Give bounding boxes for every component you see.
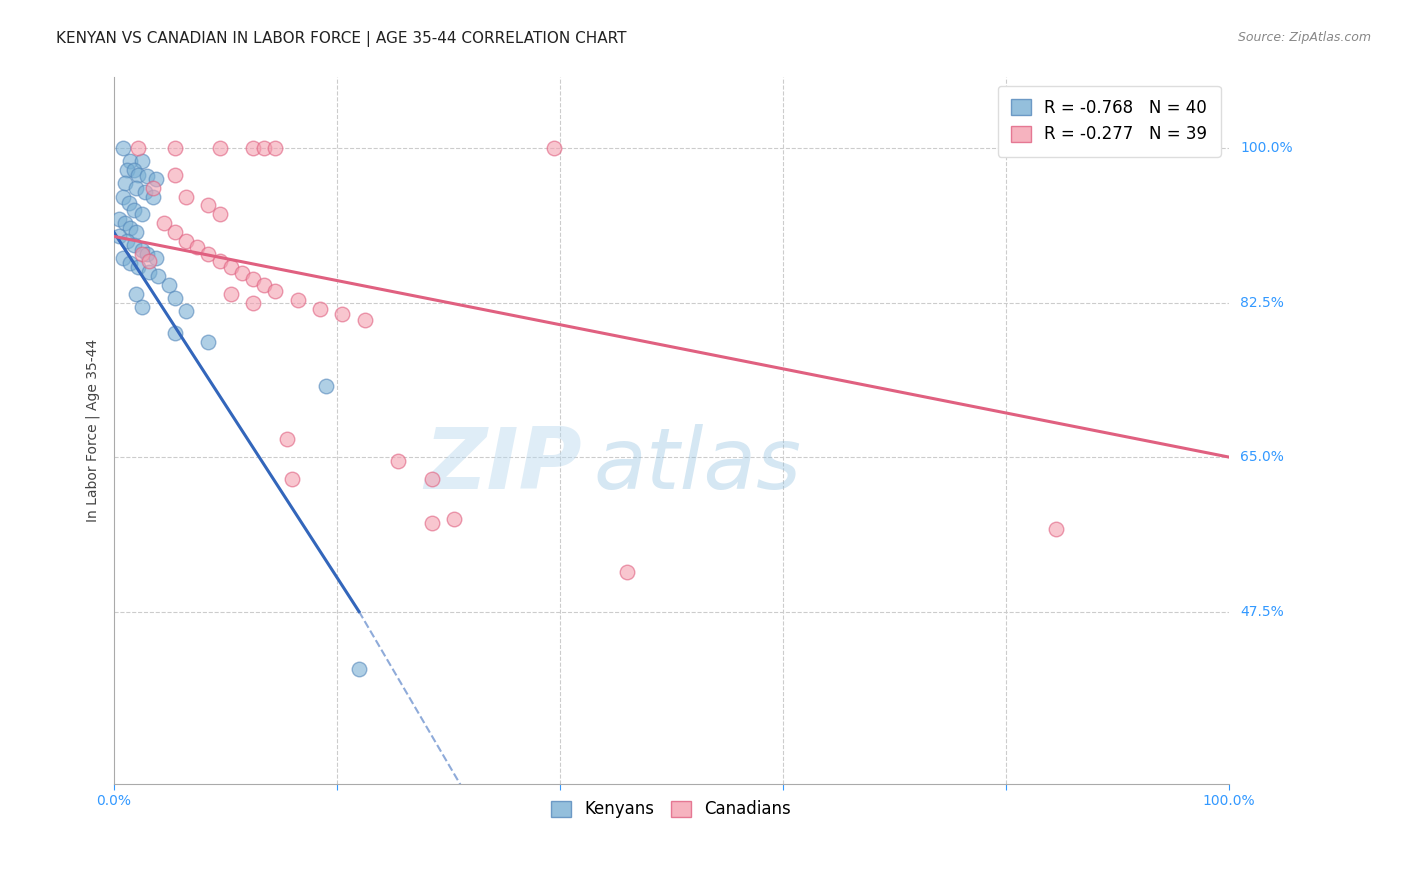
Text: 47.5%: 47.5% xyxy=(1240,605,1284,618)
Point xyxy=(111,252,134,266)
Point xyxy=(387,454,409,468)
Point xyxy=(159,277,181,292)
Point xyxy=(111,189,134,203)
Point xyxy=(120,256,142,270)
Point xyxy=(134,185,156,199)
Point xyxy=(136,247,159,261)
Point xyxy=(131,154,153,169)
Point xyxy=(125,181,148,195)
Point xyxy=(1045,523,1067,537)
Point xyxy=(174,234,197,248)
Point xyxy=(125,225,148,239)
Point xyxy=(136,169,159,184)
Text: 65.0%: 65.0% xyxy=(1240,450,1284,464)
Point xyxy=(138,254,160,268)
Point xyxy=(153,216,176,230)
Point xyxy=(420,472,443,486)
Point xyxy=(163,291,186,305)
Point xyxy=(131,300,153,314)
Point xyxy=(108,229,131,244)
Point xyxy=(118,195,141,210)
Point xyxy=(264,141,287,155)
Point xyxy=(122,202,145,217)
Point xyxy=(148,269,170,284)
Point xyxy=(242,141,264,155)
Point xyxy=(145,252,167,266)
Point xyxy=(347,662,370,676)
Point xyxy=(197,198,219,212)
Point xyxy=(208,141,231,155)
Point xyxy=(443,512,465,526)
Text: KENYAN VS CANADIAN IN LABOR FORCE | AGE 35-44 CORRELATION CHART: KENYAN VS CANADIAN IN LABOR FORCE | AGE … xyxy=(56,31,627,47)
Point xyxy=(115,234,138,248)
Point xyxy=(145,172,167,186)
Point xyxy=(353,313,375,327)
Point xyxy=(125,286,148,301)
Point xyxy=(219,286,242,301)
Point xyxy=(197,247,219,261)
Point xyxy=(131,207,153,221)
Point xyxy=(163,168,186,182)
Point xyxy=(276,433,298,447)
Point xyxy=(138,265,160,279)
Point xyxy=(127,141,149,155)
Point xyxy=(122,238,145,252)
Point xyxy=(616,565,638,579)
Point xyxy=(281,472,304,486)
Point xyxy=(197,335,219,350)
Point xyxy=(287,293,309,307)
Point xyxy=(420,516,443,531)
Point xyxy=(309,301,332,316)
Point xyxy=(543,141,565,155)
Point xyxy=(131,243,153,257)
Point xyxy=(115,163,138,178)
Point xyxy=(142,181,165,195)
Point xyxy=(315,379,337,393)
Point xyxy=(127,168,149,182)
Point xyxy=(330,307,353,321)
Text: Source: ZipAtlas.com: Source: ZipAtlas.com xyxy=(1237,31,1371,45)
Point xyxy=(174,189,197,203)
Point xyxy=(108,211,131,226)
Point xyxy=(163,326,186,341)
Point xyxy=(208,254,231,268)
Point xyxy=(114,177,136,191)
Point xyxy=(111,141,134,155)
Point xyxy=(253,277,276,292)
Text: atlas: atlas xyxy=(593,425,801,508)
Point xyxy=(242,295,264,310)
Point xyxy=(122,163,145,178)
Point xyxy=(242,271,264,285)
Legend: Kenyans, Canadians: Kenyans, Canadians xyxy=(544,794,799,825)
Point xyxy=(163,141,186,155)
Point xyxy=(114,216,136,230)
Point xyxy=(208,207,231,221)
Point xyxy=(142,189,165,203)
Point xyxy=(174,304,197,318)
Point xyxy=(219,260,242,275)
Point xyxy=(120,220,142,235)
Text: 82.5%: 82.5% xyxy=(1240,295,1284,310)
Point xyxy=(231,267,253,281)
Point xyxy=(131,247,153,261)
Y-axis label: In Labor Force | Age 35-44: In Labor Force | Age 35-44 xyxy=(86,339,100,522)
Point xyxy=(127,260,149,275)
Text: 100.0%: 100.0% xyxy=(1240,141,1292,155)
Point xyxy=(120,154,142,169)
Point xyxy=(264,284,287,298)
Text: ZIP: ZIP xyxy=(425,425,582,508)
Point xyxy=(163,225,186,239)
Point xyxy=(186,240,208,254)
Point xyxy=(253,141,276,155)
